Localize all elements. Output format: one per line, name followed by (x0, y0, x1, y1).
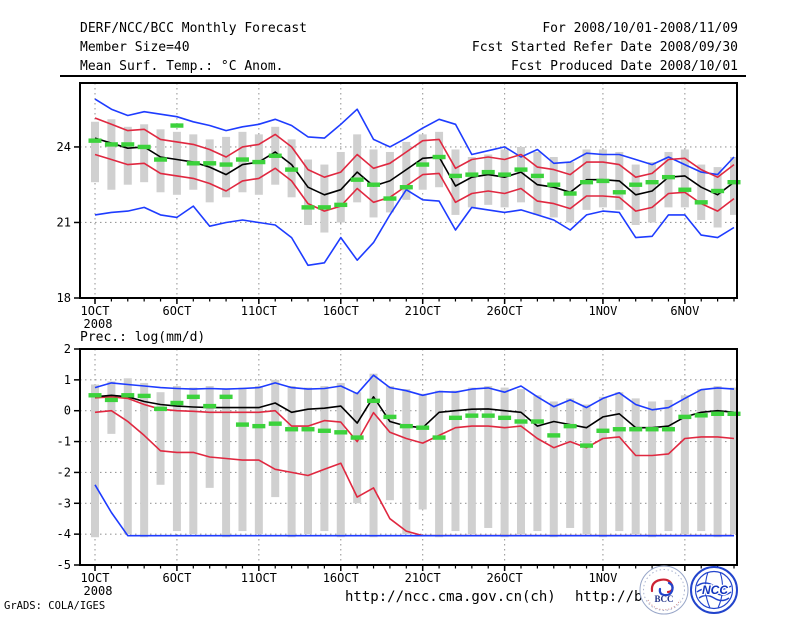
svg-text:-5: -5 (57, 558, 71, 572)
svg-text:1NOV: 1NOV (588, 571, 617, 585)
series-ensemble-max (94, 374, 735, 411)
forecast-range: For 2008/10/01-2008/11/09 (542, 21, 738, 36)
svg-text:16OCT: 16OCT (323, 571, 359, 585)
series-ensemble-mean (94, 394, 735, 429)
temp-chart-title: Mean Surf. Temp.: °C Anom. (80, 59, 284, 74)
refer-date: Fcst Started Refer Date 2008/09/30 (471, 40, 738, 55)
series-ensemble-mean (94, 137, 735, 196)
svg-text:1: 1 (64, 373, 71, 387)
svg-text:1OCT: 1OCT (81, 571, 110, 585)
bcc-logo: BCC (639, 565, 689, 615)
svg-text:-4: -4 (57, 527, 71, 541)
series-climatology-obs (88, 393, 741, 448)
svg-text:11OCT: 11OCT (241, 304, 277, 318)
svg-text:2: 2 (64, 342, 71, 356)
svg-text:21OCT: 21OCT (405, 571, 441, 585)
svg-text:16OCT: 16OCT (323, 304, 359, 318)
plot-box (79, 348, 738, 566)
series-ensemble-max (94, 98, 735, 176)
spread-bars (91, 373, 738, 538)
svg-text:24: 24 (57, 140, 71, 154)
svg-text:2008: 2008 (84, 317, 113, 331)
produced-date: Fcst Produced Date 2008/10/01 (511, 59, 738, 74)
svg-text:11OCT: 11OCT (241, 571, 277, 585)
header-divider (60, 75, 746, 77)
svg-text:18: 18 (57, 291, 71, 305)
svg-text:-1: -1 (57, 435, 71, 449)
svg-text:21OCT: 21OCT (405, 304, 441, 318)
series-climatology-obs (88, 123, 741, 210)
svg-text:26OCT: 26OCT (487, 304, 523, 318)
svg-text:-2: -2 (57, 465, 71, 479)
series-ensemble-min (94, 484, 734, 537)
ncc-logo-label: NCC (702, 583, 728, 597)
prec-chart-title: Prec.: log(mm/d) (80, 330, 206, 345)
svg-text:6OCT: 6OCT (162, 571, 191, 585)
bcc-swirl-blue (658, 581, 674, 597)
series-lower-quartile (94, 153, 735, 212)
page-title: DERF/NCC/BCC Monthly Forecast (80, 21, 307, 36)
ncc-url: http://ncc.cma.gov.cn(ch) (345, 589, 556, 605)
series-upper-quartile (94, 395, 735, 457)
series-ensemble-min (94, 188, 735, 267)
member-size-label: Member Size=40 (80, 40, 190, 55)
grads-credit: GrADS: COLA/IGES (4, 600, 106, 612)
svg-text:2008: 2008 (84, 584, 113, 598)
series-upper-quartile (94, 117, 735, 178)
svg-text:-3: -3 (57, 496, 71, 510)
ncc-logo: NCC (690, 566, 738, 614)
svg-text:26OCT: 26OCT (487, 571, 523, 585)
bcc-logo-label: BCC (654, 594, 673, 604)
svg-text:1OCT: 1OCT (81, 304, 110, 318)
svg-text:6OCT: 6OCT (162, 304, 191, 318)
svg-text:1NOV: 1NOV (588, 304, 617, 318)
svg-text:0: 0 (64, 404, 71, 418)
plot-box (79, 82, 738, 299)
svg-text:21: 21 (57, 215, 71, 229)
svg-text:6NOV: 6NOV (670, 304, 699, 318)
